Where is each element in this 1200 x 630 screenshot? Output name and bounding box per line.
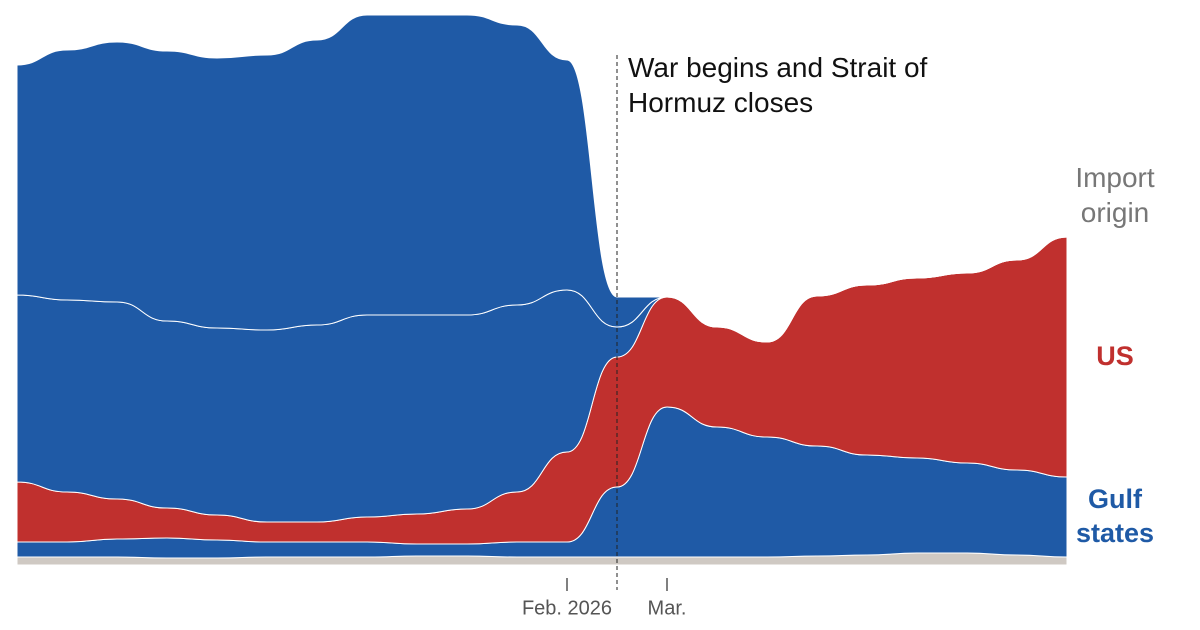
series-label: Gulf states xyxy=(1075,484,1155,548)
annotation: War begins and Strait of Hormuz closes xyxy=(628,52,928,118)
x-tick-label: Mar. xyxy=(648,597,687,619)
x-tick-label: Feb. 2026 xyxy=(522,597,612,619)
series-label: US xyxy=(1096,341,1134,371)
stream-band xyxy=(16,14,1068,343)
legend-title: Import origin xyxy=(1075,162,1155,228)
